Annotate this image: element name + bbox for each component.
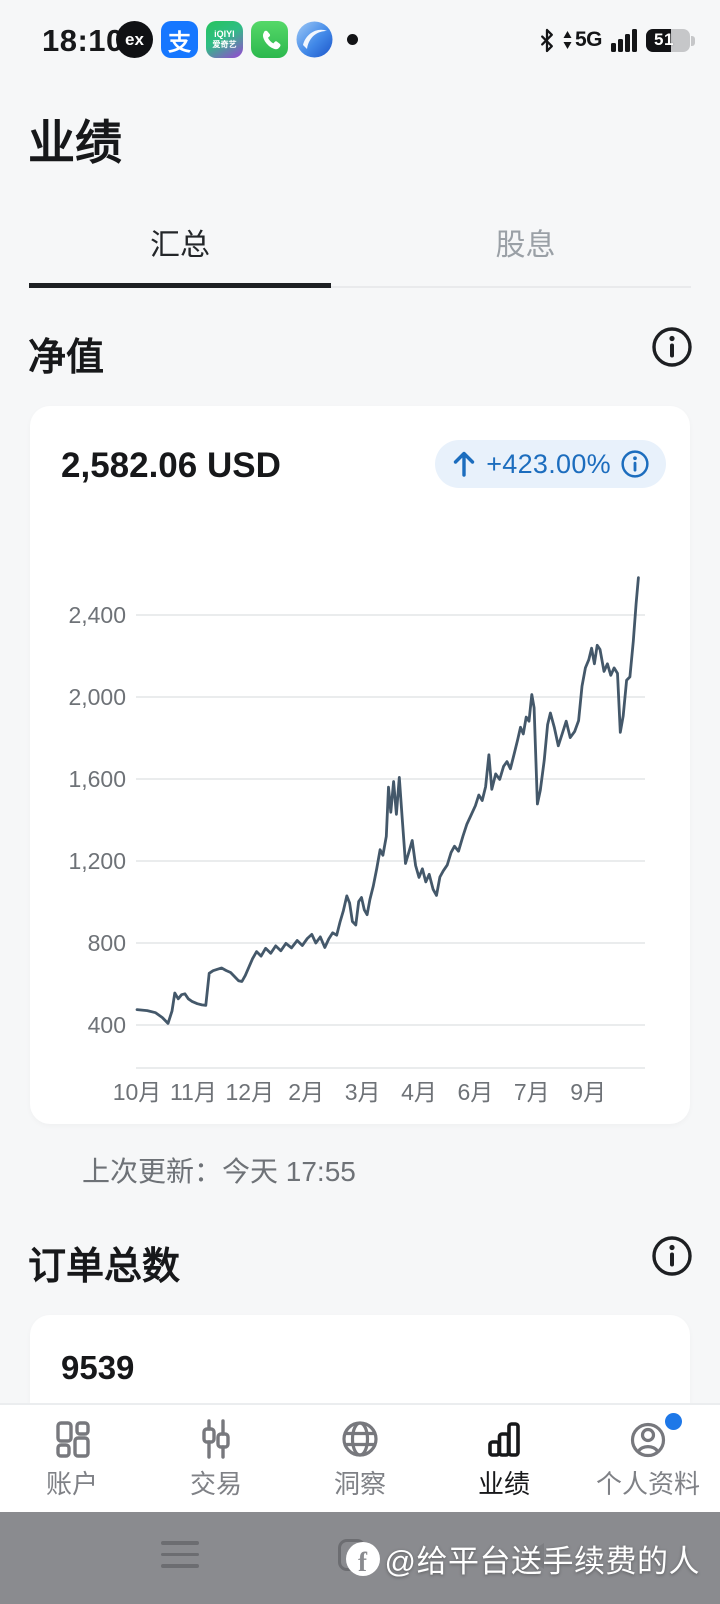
change-percent: +423.00% — [486, 448, 611, 479]
system-navigation-bar: f @给平台送手续费的人 — [0, 1512, 720, 1604]
tab-active-indicator — [29, 283, 331, 288]
orders-card: 9539 — [30, 1315, 690, 1403]
y-axis-label: 2,000 — [68, 684, 126, 710]
tab-track — [29, 286, 691, 288]
net-value-title: 净值 — [28, 337, 105, 379]
browser-app-icon — [296, 21, 333, 58]
phone-icon — [251, 21, 288, 58]
y-axis-label: 1,200 — [68, 848, 126, 874]
nav-item-performance[interactable]: 业绩 — [432, 1405, 576, 1512]
y-axis-label: 2,400 — [68, 602, 126, 628]
status-bar: 18:10 ex 支 iQIYI 爱奇艺 — [0, 0, 720, 80]
recent-apps-button[interactable] — [161, 1541, 199, 1576]
x-axis-label: 12月 — [226, 1079, 275, 1105]
back-button[interactable] — [524, 1543, 544, 1569]
net-value-amount: 2,582.06 USD — [61, 446, 281, 485]
nav-label: 交易 — [189, 1469, 242, 1499]
nav-item-accounts[interactable]: 账户 — [0, 1405, 144, 1512]
net-value-section-header: 净值 — [0, 325, 720, 379]
y-axis-label: 400 — [88, 1012, 126, 1038]
status-time: 18:10 — [42, 23, 124, 58]
data-arrows-icon — [563, 31, 572, 49]
signal-strength-icon — [611, 28, 637, 52]
net-value-chart[interactable]: 400 800 1,200 1,600 2,000 2,400 10月 11月 12月 2月 3月 4… — [0, 560, 720, 1120]
nav-item-profile[interactable]: 个人资料 — [576, 1405, 720, 1512]
nav-item-insights[interactable]: 洞察 — [288, 1405, 432, 1512]
watermark: f @给平台送手续费的人 — [345, 1536, 700, 1581]
x-axis-label: 6月 — [458, 1079, 494, 1105]
status-indicators: 5G 51 — [540, 0, 695, 80]
battery-icon: 51 — [646, 28, 695, 52]
alipay-icon: 支 — [161, 21, 198, 58]
net-value-info-icon[interactable] — [650, 325, 694, 369]
nav-label: 个人资料 — [595, 1469, 700, 1499]
profile-icon — [630, 1422, 666, 1458]
net-value-line — [135, 576, 640, 1025]
tab-bar: 汇总 股息 — [0, 206, 720, 292]
y-axis-label: 800 — [88, 930, 126, 956]
tab-summary[interactable]: 汇总 — [150, 229, 210, 262]
x-axis-label: 2月 — [288, 1079, 324, 1105]
network-indicator: 5G — [563, 28, 603, 52]
more-notifications-dot — [347, 34, 358, 45]
orders-count: 9539 — [61, 1349, 135, 1386]
y-axis-label: 1,600 — [68, 766, 126, 792]
globe-icon — [342, 1421, 378, 1457]
nav-label: 业绩 — [477, 1469, 530, 1499]
candlestick-icon — [202, 1419, 230, 1459]
nav-label: 洞察 — [333, 1469, 386, 1499]
page-title: 业绩 — [28, 116, 122, 169]
notification-icons: ex 支 iQIYI 爱奇艺 — [116, 21, 358, 58]
ex-app-icon: ex — [116, 21, 153, 58]
iqiyi-icon: iQIYI 爱奇艺 — [206, 21, 243, 58]
orders-title: 订单总数 — [28, 1246, 181, 1288]
badge-info-icon — [621, 450, 649, 478]
watermark-text: @给平台送手续费的人 — [384, 1544, 700, 1579]
tab-dividends[interactable]: 股息 — [495, 229, 556, 262]
bluetooth-icon — [541, 28, 553, 52]
orders-info-icon[interactable] — [650, 1234, 694, 1278]
nav-label: 账户 — [45, 1469, 98, 1499]
x-axis-label: 11月 — [170, 1079, 217, 1105]
net-value-card: 2,582.06 USD +423.00% — [30, 406, 690, 1124]
orders-section-header: 订单总数 — [0, 1234, 720, 1288]
up-arrow-icon — [454, 451, 475, 477]
x-axis-label: 3月 — [345, 1079, 381, 1105]
x-axis-label: 9月 — [570, 1079, 606, 1105]
bar-chart-icon — [488, 1422, 520, 1457]
nav-item-trade[interactable]: 交易 — [144, 1405, 288, 1512]
bottom-navigation: 账户 交易 洞察 业绩 — [0, 1403, 720, 1512]
profile-notification-dot — [665, 1413, 682, 1430]
facebook-icon: f — [345, 1541, 380, 1576]
x-axis-label: 4月 — [401, 1079, 437, 1105]
change-badge[interactable]: +423.00% — [435, 440, 666, 488]
battery-level: 51 — [654, 29, 674, 49]
last-updated: 上次更新：今天 17:55 — [82, 1156, 356, 1187]
x-axis-label: 7月 — [514, 1079, 550, 1105]
x-axis-label: 10月 — [113, 1079, 162, 1105]
accounts-grid-icon — [56, 1421, 90, 1458]
